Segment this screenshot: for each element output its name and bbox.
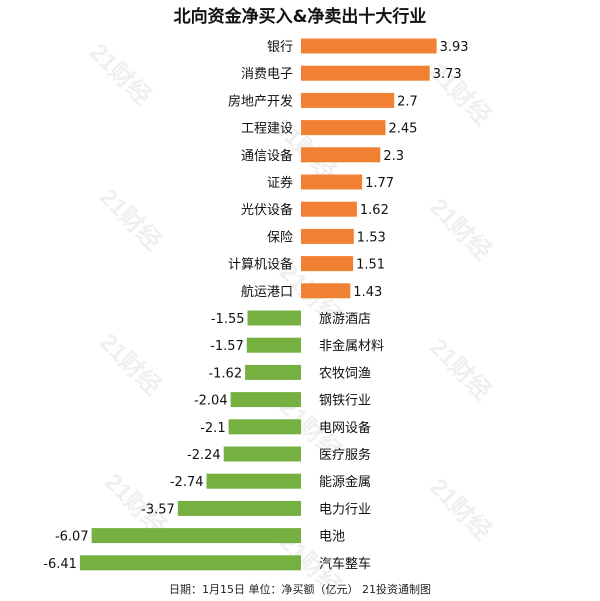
category-label: 光伏设备 — [241, 202, 293, 218]
data-label: -6.07 — [55, 530, 89, 545]
data-label: 1.43 — [353, 285, 382, 300]
data-label: -2.74 — [170, 475, 204, 490]
data-label: -1.55 — [211, 312, 245, 327]
data-label: -6.41 — [43, 557, 77, 572]
bar — [301, 256, 354, 272]
category-label: 电网设备 — [319, 420, 371, 436]
category-label: 电力行业 — [319, 502, 371, 517]
bar — [223, 446, 301, 462]
bar — [301, 92, 395, 108]
category-label: 房地产开发 — [228, 93, 293, 109]
bar — [228, 419, 302, 435]
bar — [245, 364, 301, 380]
data-label: -2.24 — [187, 448, 221, 463]
bar — [177, 500, 301, 516]
bar — [301, 283, 351, 299]
data-label: 1.53 — [357, 230, 386, 245]
category-label: 旅游酒店 — [319, 312, 371, 327]
category-label: 航运港口 — [241, 284, 293, 300]
category-label: 保险 — [267, 230, 293, 245]
category-label: 农牧饲渔 — [319, 366, 371, 381]
data-label: -2.1 — [200, 421, 225, 436]
data-label: 1.62 — [360, 203, 389, 218]
category-label: 计算机设备 — [228, 257, 293, 273]
bar — [301, 38, 437, 54]
category-label: 钢铁行业 — [319, 394, 371, 409]
data-label: 2.3 — [383, 149, 404, 164]
bar — [246, 337, 301, 353]
data-label: 3.73 — [433, 67, 462, 82]
bar — [301, 174, 363, 190]
category-label: 银行 — [267, 40, 293, 55]
data-label: 2.7 — [397, 94, 418, 109]
data-label: 1.77 — [365, 176, 394, 191]
data-label: 3.93 — [440, 40, 469, 55]
bar — [301, 201, 357, 217]
category-label: 证券 — [267, 175, 293, 191]
bar — [301, 228, 354, 244]
bar — [247, 310, 301, 326]
category-label: 工程建设 — [241, 122, 293, 137]
data-label: -2.04 — [194, 394, 228, 409]
bar — [301, 65, 430, 81]
category-label: 消费电子 — [241, 67, 293, 82]
category-label: 通信设备 — [241, 148, 293, 164]
category-label: 汽车整车 — [319, 556, 371, 572]
data-label: -1.62 — [208, 366, 242, 381]
bar — [301, 147, 381, 163]
chart-footer: 日期：1月15日 单位：净买额（亿元） 21投资通制图 — [169, 583, 431, 596]
chart-title: 北向资金净买入&净卖出十大行业 — [173, 7, 427, 27]
bar — [206, 473, 301, 489]
data-label: 1.51 — [356, 258, 385, 273]
bar — [91, 528, 301, 544]
bar — [301, 120, 386, 136]
data-label: 2.45 — [389, 122, 418, 137]
bar — [79, 555, 302, 571]
bar — [230, 392, 301, 408]
category-label: 医疗服务 — [319, 447, 371, 463]
category-label: 非金属材料 — [319, 338, 384, 354]
category-label: 电池 — [319, 530, 345, 545]
category-label: 能源金属 — [319, 474, 371, 490]
data-label: -3.57 — [141, 502, 175, 517]
data-label: -1.57 — [210, 339, 244, 354]
